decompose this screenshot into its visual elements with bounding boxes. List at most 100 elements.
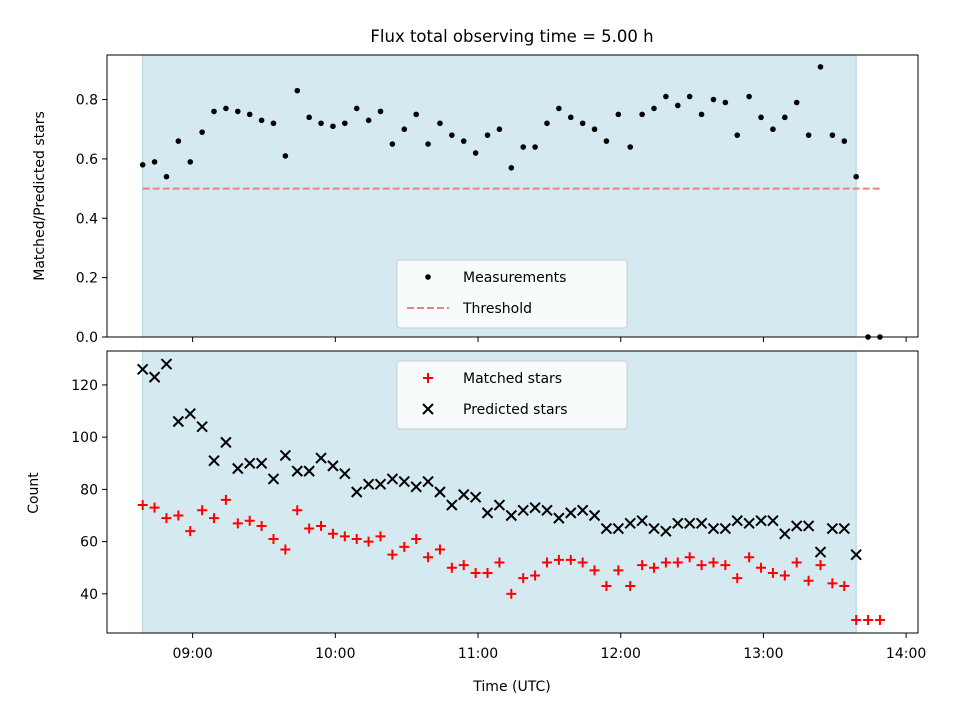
matched-star-point (530, 570, 541, 581)
measurement-point (556, 105, 562, 112)
matched-star-point (399, 541, 410, 552)
predicted-star-point (362, 478, 375, 490)
measurement-point (460, 138, 467, 144)
measurement-point (211, 108, 217, 115)
measurement-point (270, 120, 277, 127)
legend-label: Predicted stars (463, 402, 568, 418)
measurement-point (686, 93, 693, 100)
measurement-point (413, 111, 419, 118)
matched-star-point (161, 513, 172, 524)
y-tick-label: 0.4 (76, 211, 98, 227)
measurement-point (508, 165, 515, 171)
measurement-point (722, 99, 729, 106)
matched-star-point (589, 565, 600, 576)
measurement-point (235, 108, 241, 115)
measurement-point (698, 111, 705, 118)
x-tick-label: 12:00 (601, 646, 641, 662)
predicted-star-point (755, 515, 767, 527)
x-tick-label: 14:00 (886, 646, 926, 662)
measurement-point (603, 138, 610, 144)
predicted-star-point (541, 504, 553, 516)
predicted-star-point (208, 454, 220, 467)
legend-marker-matched (423, 373, 433, 383)
matched-star-point (744, 552, 755, 563)
matched-star-point (137, 500, 148, 511)
measurement-point (793, 99, 800, 106)
predicted-star-point (446, 499, 458, 511)
y-tick-label: 40 (80, 587, 98, 603)
measurement-point (139, 162, 146, 168)
measurement-point (318, 120, 324, 127)
measurement-point (199, 129, 205, 135)
measurement-point (187, 159, 194, 165)
matched-star-point (541, 557, 552, 568)
measurement-point (710, 96, 717, 103)
matched-star-point (708, 557, 719, 568)
measurement-point (151, 159, 158, 165)
measurement-point (472, 150, 479, 156)
measurement-point (758, 114, 764, 121)
predicted-star-point (160, 358, 173, 370)
matched-star-point (434, 544, 445, 555)
matched-star-point (149, 502, 160, 513)
measurement-point (342, 120, 348, 127)
predicted-star-point (660, 525, 672, 537)
measurement-point (330, 123, 336, 130)
measurement-point (282, 153, 289, 159)
matched-star-point (827, 578, 838, 589)
predicted-star-point (458, 488, 470, 501)
measurement-point (484, 132, 491, 138)
predicted-star-point (505, 509, 518, 522)
matched-star-point (304, 523, 315, 534)
matched-star-point (863, 614, 874, 625)
predicted-star-point (136, 363, 149, 375)
matched-star-point (244, 515, 255, 526)
measurement-point (639, 111, 645, 118)
predicted-star-point (779, 528, 791, 540)
matched-star-point (791, 557, 802, 568)
predicted-star-point (576, 504, 589, 516)
measurement-point (389, 141, 396, 147)
predicted-star-point (351, 486, 363, 498)
predicted-star-point (695, 517, 708, 530)
predicted-star-point (303, 465, 315, 477)
predicted-star-point (553, 512, 565, 524)
predicted-star-point (184, 407, 196, 420)
measurement-point (627, 144, 634, 150)
predicted-star-point (374, 478, 387, 490)
x-axis-label: Time (UTC) (472, 679, 550, 695)
predicted-star-point (588, 509, 601, 522)
predicted-star-point (279, 449, 292, 462)
measurement-point (615, 111, 622, 118)
x-tick-label: 10:00 (315, 646, 355, 662)
legend-box (396, 360, 628, 430)
measurement-point (353, 105, 360, 112)
measurement-point (734, 132, 741, 138)
measurement-point (163, 173, 170, 180)
matched-star-point (637, 560, 648, 571)
matched-star-point (756, 562, 767, 573)
matched-star-point (185, 526, 196, 537)
matched-star-point (197, 505, 208, 516)
predicted-star-point (683, 517, 696, 530)
matched-star-point (720, 560, 731, 571)
matched-star-point (601, 581, 612, 591)
matched-star-point (339, 531, 350, 542)
measurement-point (175, 138, 182, 144)
matched-star-point (209, 513, 220, 524)
predicted-star-point (410, 481, 422, 493)
measurement-point (579, 120, 586, 127)
measurement-point (829, 132, 836, 138)
predicted-star-point (517, 504, 529, 516)
matched-star-point (613, 565, 624, 576)
predicted-star-point (339, 468, 351, 480)
predicted-star-point (565, 507, 577, 519)
measurement-point (223, 105, 229, 112)
matched-star-point (411, 534, 422, 544)
predicted-star-point (826, 522, 839, 535)
x-tick-label: 11:00 (458, 646, 498, 662)
y-tick-label: 80 (80, 482, 98, 498)
matched-star-point (494, 557, 505, 568)
legend-marker-predicted (422, 403, 434, 415)
